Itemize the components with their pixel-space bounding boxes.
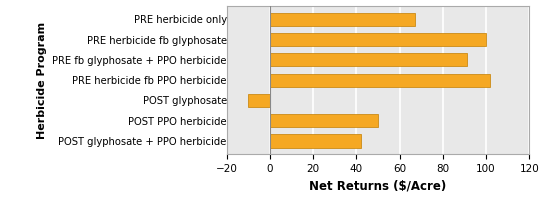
Y-axis label: Herbicide Program: Herbicide Program: [37, 22, 47, 139]
Bar: [270, 134, 361, 148]
Bar: [270, 74, 490, 87]
Bar: [270, 13, 415, 26]
Bar: [270, 33, 486, 46]
Bar: [248, 94, 270, 107]
X-axis label: Net Returns ($/Acre): Net Returns ($/Acre): [309, 180, 447, 193]
Bar: [270, 114, 378, 127]
Bar: [270, 53, 467, 67]
